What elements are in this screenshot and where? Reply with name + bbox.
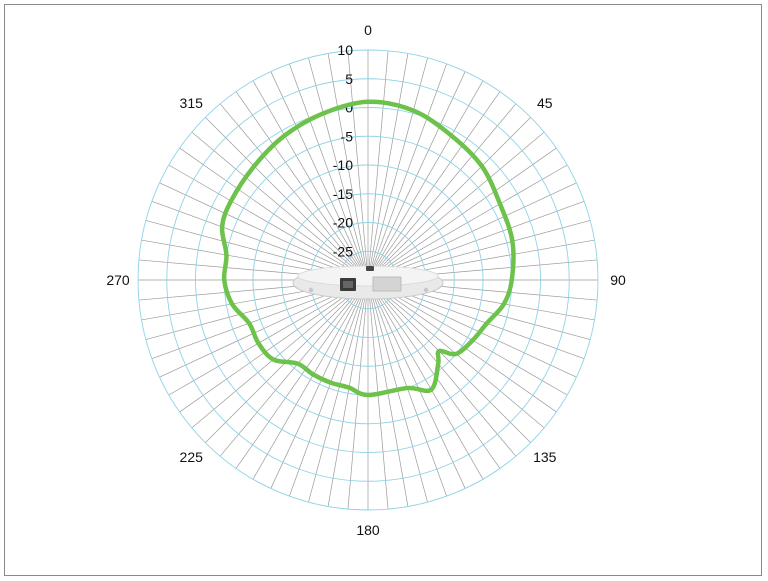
grid-spoke — [372, 63, 447, 267]
grid-spoke — [347, 293, 368, 510]
grid-spoke — [380, 182, 577, 275]
grid-spoke — [373, 71, 466, 268]
grid-spoke — [235, 291, 361, 469]
grid-spoke — [151, 201, 355, 276]
grid-spoke — [368, 293, 389, 510]
grid-spoke — [289, 293, 364, 497]
radial-tick-label: 5 — [345, 71, 353, 87]
grid-spoke — [376, 103, 517, 270]
grid-spoke — [179, 147, 357, 273]
grid-spoke — [381, 284, 585, 359]
grid-spoke — [159, 285, 356, 378]
grid-spoke — [252, 80, 362, 269]
radial-tick-label: 10 — [337, 42, 353, 58]
grid-spoke — [168, 164, 357, 274]
grid-spoke — [376, 290, 517, 457]
grid-spoke — [370, 53, 409, 267]
grid-ring — [281, 193, 455, 367]
grid-spoke — [381, 201, 585, 276]
grid-spoke — [327, 293, 366, 507]
grid-ring — [166, 78, 570, 482]
radial-tick-label: -25 — [333, 243, 353, 259]
grid-spoke — [168, 286, 357, 396]
grid-spoke — [379, 164, 568, 274]
grid-spoke — [191, 131, 358, 272]
grid-spoke — [368, 50, 389, 267]
angle-tick-label: 315 — [180, 95, 204, 111]
grid-spoke — [374, 80, 484, 269]
grid-spoke — [252, 291, 362, 480]
radial-tick-label: -5 — [341, 128, 354, 144]
angle-tick-label: 225 — [180, 449, 204, 465]
grid-spoke — [151, 284, 355, 359]
grid-ring — [137, 49, 599, 511]
grid-spoke — [381, 220, 591, 277]
angle-tick-labels: 0 45 90 135 180 225 270 315 — [106, 22, 626, 538]
grid-spoke — [327, 53, 366, 267]
grid-spoke — [270, 292, 363, 489]
grid-spoke — [235, 91, 361, 269]
grid-spoke — [347, 50, 368, 267]
device-label-plate — [372, 276, 402, 292]
angle-tick-label: 135 — [533, 449, 557, 465]
grid-ring — [195, 107, 541, 453]
grid-spoke — [205, 289, 359, 443]
grid-spoke — [375, 291, 501, 469]
angle-tick-label: 270 — [106, 272, 130, 288]
grid-spoke — [377, 289, 531, 443]
radial-tick-labels: 10 5 0 -5 -10 -15 -20 -25 — [333, 42, 353, 259]
grid-spoke — [378, 131, 545, 272]
angle-tick-label: 90 — [610, 272, 626, 288]
chart-frame — [4, 4, 762, 576]
angle-tick-label: 45 — [537, 95, 553, 111]
grid-spoke — [308, 57, 365, 267]
grid-spoke — [159, 182, 356, 275]
grid-spoke — [379, 287, 557, 413]
grid-spoke — [377, 117, 531, 271]
grid-spoke — [270, 71, 363, 268]
grid-spoke — [219, 103, 360, 270]
grid-spoke — [145, 220, 355, 277]
access-point-device — [292, 265, 444, 300]
radial-tick-label: 0 — [345, 100, 353, 116]
grid-spoke — [219, 290, 360, 457]
radial-tick-label: -20 — [333, 215, 353, 231]
reset-button-icon — [366, 266, 374, 271]
radial-tick-label: -15 — [333, 186, 353, 202]
grid-spoke — [308, 293, 365, 503]
angle-tick-label: 0 — [364, 22, 372, 38]
grid-spoke — [379, 147, 557, 273]
series-line — [219, 99, 516, 398]
grid-spoke — [370, 293, 409, 507]
grid-spoke — [378, 288, 545, 429]
grid-spoke — [371, 293, 428, 503]
grid-spoke — [375, 91, 501, 269]
grid-spoke — [205, 117, 359, 271]
grid-spoke — [179, 287, 357, 413]
radial-spokes — [138, 50, 598, 510]
angle-tick-label: 180 — [356, 522, 380, 538]
grid-spoke — [371, 57, 428, 267]
radial-tick-label: -10 — [333, 157, 353, 173]
grid-spoke — [372, 293, 447, 497]
grid-spoke — [374, 291, 484, 480]
grid-spoke — [289, 63, 364, 267]
